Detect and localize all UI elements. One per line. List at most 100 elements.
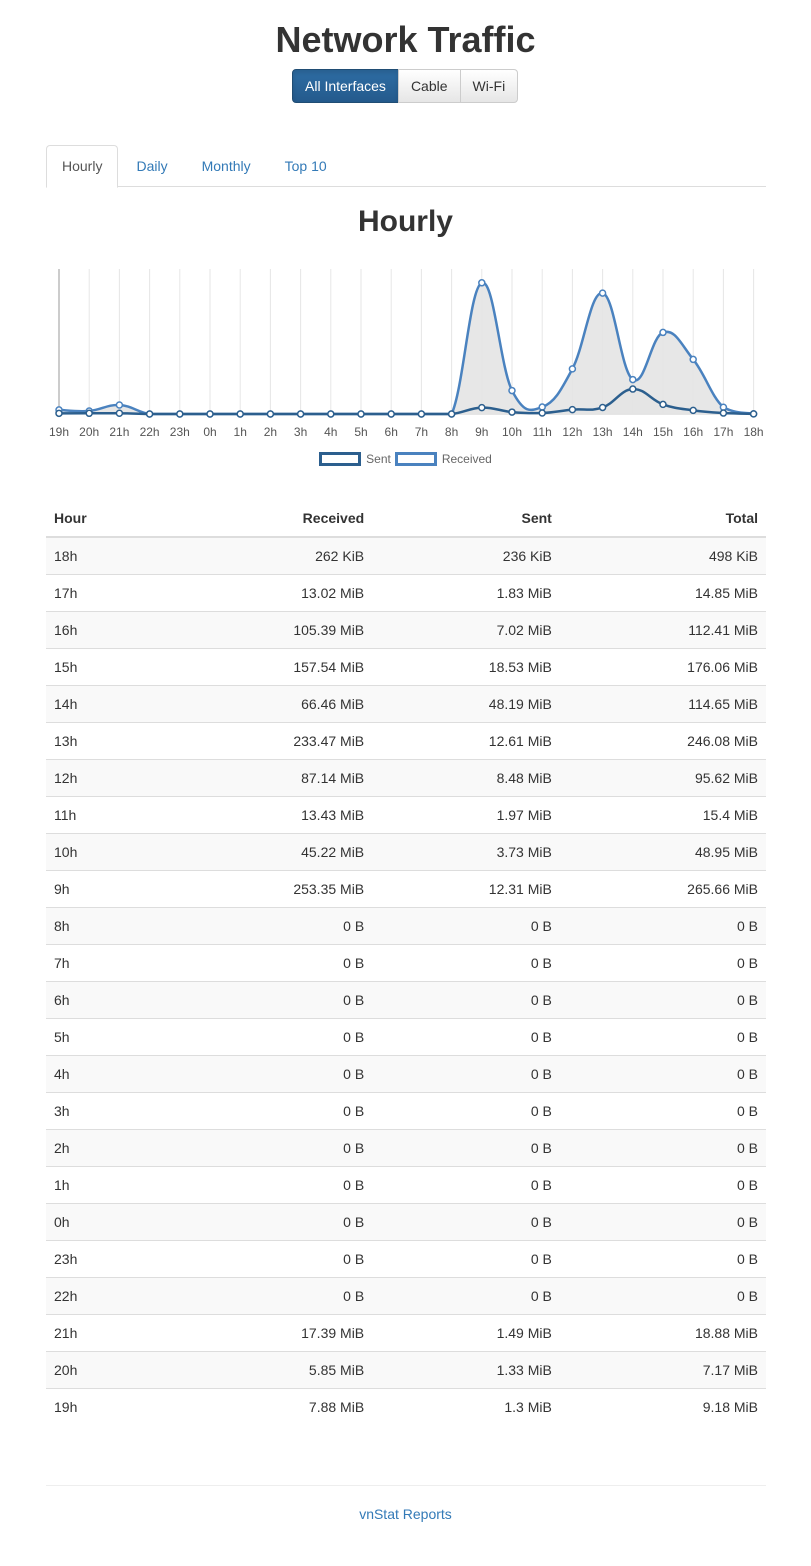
cell-hour: 14h <box>46 684 166 722</box>
cell-received: 253.35 MiB <box>166 869 373 907</box>
cell-hour: 17h <box>46 573 166 611</box>
tab-monthly[interactable]: Monthly <box>201 158 251 174</box>
x-tick-label: 11h <box>533 425 552 439</box>
data-point-sent <box>447 410 456 418</box>
tab-top-10[interactable]: Top 10 <box>284 158 327 174</box>
cell-hour: 15h <box>46 647 166 685</box>
cell-received: 0 B <box>166 1091 373 1129</box>
cell-received: 0 B <box>166 943 373 981</box>
cell-sent: 48.19 MiB <box>372 684 560 722</box>
cell-total: 14.85 MiB <box>559 573 766 611</box>
column-header-hour: Hour <box>46 499 166 538</box>
cell-received: 13.02 MiB <box>166 573 373 611</box>
cell-hour: 23h <box>46 1239 166 1277</box>
data-point-sent <box>145 410 154 418</box>
x-tick-label: 5h <box>354 425 367 439</box>
cell-received: 0 B <box>166 980 373 1018</box>
cell-total: 15.4 MiB <box>559 795 766 833</box>
cell-hour: 4h <box>46 1054 166 1092</box>
data-point-received <box>629 375 637 384</box>
legend-swatch-received <box>394 452 437 466</box>
series-area-sent <box>59 389 754 414</box>
cell-total: 0 B <box>559 1017 766 1055</box>
cell-sent: 0 B <box>372 1276 560 1314</box>
x-tick-label: 7h <box>415 425 428 439</box>
cell-hour: 0h <box>46 1202 166 1240</box>
legend-label-sent: Sent <box>366 452 391 466</box>
data-point-sent <box>296 410 305 418</box>
data-point-sent <box>206 410 214 418</box>
cell-total: 246.08 MiB <box>559 721 766 759</box>
tab-hourly[interactable]: Hourly <box>46 145 119 188</box>
cell-hour: 1h <box>46 1165 166 1203</box>
cell-total: 95.62 MiB <box>559 758 766 796</box>
cell-received: 262 KiB <box>166 536 373 574</box>
data-point-sent <box>85 409 93 418</box>
cell-total: 114.65 MiB <box>559 684 766 722</box>
cell-total: 176.06 MiB <box>559 647 766 685</box>
data-point-received <box>659 328 667 337</box>
data-point-sent <box>568 405 577 414</box>
interface-button-cable[interactable]: Cable <box>397 69 461 103</box>
data-point-sent <box>357 410 365 418</box>
data-point-sent <box>115 409 124 417</box>
x-tick-label: 3h <box>294 425 307 439</box>
x-tick-label: 1h <box>234 425 247 439</box>
series-area-received <box>59 282 754 414</box>
footer-link-vnstat-reports[interactable]: vnStat Reports <box>359 1506 452 1522</box>
legend-item-received[interactable]: Received <box>394 452 492 466</box>
legend-item-sent[interactable]: Sent <box>319 452 391 466</box>
data-point-sent <box>749 410 758 418</box>
cell-sent: 0 B <box>372 1165 560 1203</box>
cell-received: 7.88 MiB <box>166 1387 373 1425</box>
table-row: 12h 87.14 MiB 8.48 MiB 95.62 MiB <box>46 758 766 796</box>
x-tick-label: 22h <box>140 425 160 439</box>
cell-sent: 0 B <box>372 1017 560 1055</box>
table-row: 9h 253.35 MiB 12.31 MiB 265.66 MiB <box>46 869 766 907</box>
interface-button-all[interactable]: All Interfaces <box>292 69 399 103</box>
cell-sent: 1.3 MiB <box>372 1387 560 1425</box>
x-tick-label: 14h <box>623 425 643 439</box>
data-point-received <box>598 289 607 297</box>
cell-received: 0 B <box>166 1165 373 1203</box>
tab-daily[interactable]: Daily <box>136 158 168 174</box>
cell-sent: 12.31 MiB <box>372 869 560 907</box>
cell-sent: 1.83 MiB <box>372 573 560 611</box>
table-row: 17h 13.02 MiB 1.83 MiB 14.85 MiB <box>46 573 766 611</box>
cell-sent: 1.49 MiB <box>372 1313 560 1351</box>
chart-title: Hourly <box>357 205 453 238</box>
x-tick-label: 16h <box>683 425 703 439</box>
cell-total: 7.17 MiB <box>559 1350 766 1388</box>
cell-total: 18.88 MiB <box>559 1313 766 1351</box>
cell-hour: 9h <box>46 869 166 907</box>
data-point-received <box>568 365 577 373</box>
cell-received: 45.22 MiB <box>166 832 373 870</box>
cell-sent: 3.73 MiB <box>372 832 560 870</box>
cell-total: 0 B <box>559 980 766 1018</box>
interface-button-wifi[interactable]: Wi-Fi <box>459 69 519 103</box>
cell-hour: 2h <box>46 1128 166 1166</box>
x-tick-label: 4h <box>324 425 337 439</box>
cell-hour: 10h <box>46 832 166 870</box>
data-point-sent <box>629 385 637 393</box>
x-tick-label: 0h <box>203 425 216 439</box>
cell-hour: 13h <box>46 721 166 759</box>
cell-received: 5.85 MiB <box>166 1350 373 1388</box>
x-tick-label: 2h <box>264 425 277 439</box>
cell-received: 0 B <box>166 1128 373 1166</box>
cell-received: 105.39 MiB <box>166 610 373 648</box>
cell-total: 0 B <box>559 1128 766 1166</box>
table-row: 16h 105.39 MiB 7.02 MiB 112.41 MiB <box>46 610 766 648</box>
cell-sent: 18.53 MiB <box>372 647 560 685</box>
table-row: 21h 17.39 MiB 1.49 MiB 18.88 MiB <box>46 1313 766 1351</box>
cell-received: 233.47 MiB <box>166 721 373 759</box>
cell-total: 498 KiB <box>559 536 766 574</box>
column-header-received: Received <box>166 499 373 538</box>
cell-sent: 0 B <box>372 1128 560 1166</box>
